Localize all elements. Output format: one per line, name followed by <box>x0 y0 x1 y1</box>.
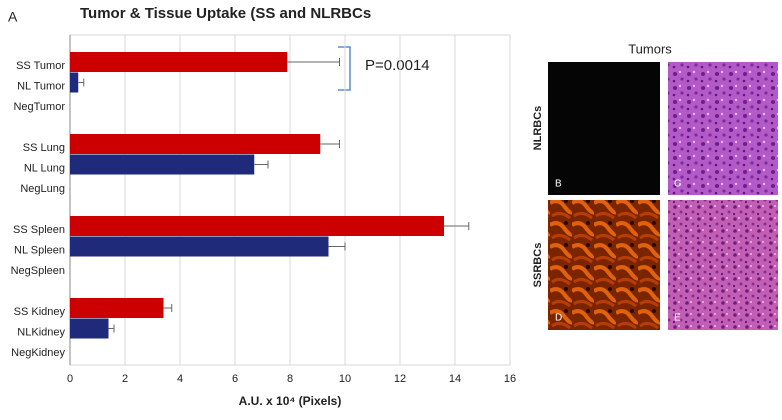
error-bar <box>287 58 340 66</box>
panel-letter: C <box>674 179 681 190</box>
x-axis-label: A.U. x 10⁴ (Pixels) <box>239 394 342 408</box>
error-bar <box>320 140 340 148</box>
bar <box>70 72 79 93</box>
bar <box>70 318 109 339</box>
y-tick-label: NLKidney <box>17 326 65 338</box>
row-label: NLRBCs <box>532 106 544 151</box>
error-bar <box>108 324 115 333</box>
x-tick-label: 4 <box>177 373 183 385</box>
error-bar <box>444 222 470 230</box>
y-tick-label: NL Tumor <box>17 80 65 92</box>
image-panel <box>548 62 660 195</box>
x-tick-label: 0 <box>67 373 73 385</box>
y-tick-label: NL Spleen <box>14 244 65 256</box>
significance-bracket <box>338 46 351 91</box>
x-tick-label: 16 <box>504 373 516 385</box>
y-tick-label: SS Spleen <box>13 224 65 236</box>
panel-label: A <box>8 9 18 25</box>
x-tick-label: 10 <box>339 373 351 385</box>
p-value: P=0.0014 <box>365 57 430 74</box>
image-panel <box>548 200 660 330</box>
x-tick-label: 12 <box>394 373 406 385</box>
bar <box>70 154 255 175</box>
y-tick-label: NL Lung <box>24 162 65 174</box>
error-bar <box>78 78 85 87</box>
chart-title: Tumor & Tissue Uptake (SS and NLRBCs <box>80 5 371 22</box>
panel-letter: B <box>555 179 562 190</box>
bar <box>70 134 321 154</box>
error-bar <box>254 160 269 169</box>
error-bar <box>163 304 173 312</box>
y-tick-label: SS Kidney <box>14 306 66 318</box>
x-tick-label: 8 <box>287 373 293 385</box>
y-tick-label: SS Tumor <box>16 60 65 72</box>
bar <box>70 236 329 257</box>
y-tick-label: NegTumor <box>13 101 65 113</box>
panel-letter: D <box>555 313 562 324</box>
y-tick-label: NegLung <box>20 183 65 195</box>
bar <box>70 298 164 318</box>
images-title: Tumors <box>628 41 672 56</box>
x-tick-label: 6 <box>232 373 238 385</box>
y-tick-label: SS Lung <box>23 142 65 154</box>
image-panel <box>668 62 778 195</box>
y-tick-label: NegKidney <box>11 347 65 359</box>
panel-letter: E <box>674 313 681 324</box>
image-panel <box>668 200 778 330</box>
bar <box>70 216 444 236</box>
error-bar <box>328 242 346 251</box>
y-tick-label: NegSpleen <box>11 265 65 277</box>
bar <box>70 52 288 72</box>
row-label: SSRBCs <box>532 243 544 288</box>
x-tick-label: 2 <box>122 373 128 385</box>
x-tick-label: 14 <box>449 373 461 385</box>
